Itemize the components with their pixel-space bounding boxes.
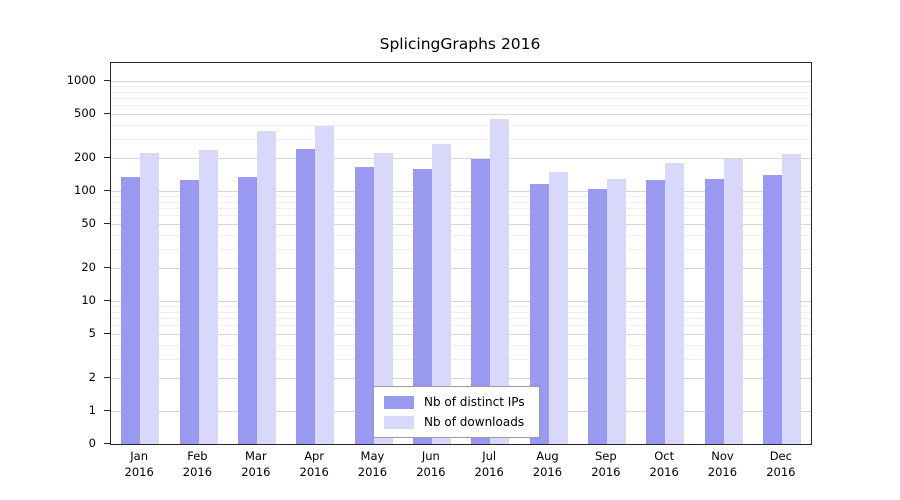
y-tick-mark: [104, 190, 110, 191]
bar-distinct-ips-jun: [412, 168, 432, 444]
bar-downloads-dec: [781, 154, 801, 444]
bar-distinct-ips-dec: [762, 174, 782, 444]
y-tick-label: 1: [88, 403, 96, 417]
y-tick-label: 10: [81, 293, 96, 307]
bar-downloads-may: [373, 153, 393, 444]
bar-downloads-nov: [723, 159, 743, 444]
x-tick-label-sep: Sep 2016: [591, 449, 621, 479]
gridline: [111, 318, 811, 319]
y-tick-label: 20: [81, 259, 96, 274]
gridline: [111, 105, 811, 107]
gridline: [111, 86, 811, 87]
bar-distinct-ips-apr: [296, 149, 316, 444]
gridline: [111, 224, 811, 226]
y-tick-mark: [104, 410, 110, 411]
x-tick-label-nov: Nov 2016: [707, 449, 738, 479]
gridline: [111, 334, 811, 336]
y-tick-label: 50: [81, 216, 96, 231]
x-tick-label-aug: Aug 2016: [532, 449, 563, 479]
gridline: [111, 377, 811, 379]
gridline: [111, 267, 811, 269]
gridline: [111, 215, 811, 217]
bar-downloads-jul: [490, 119, 510, 444]
gridline: [111, 98, 811, 99]
plot-area: Nb of distinct IPs Nb of downloads: [110, 62, 812, 445]
bar-downloads-jan: [140, 153, 160, 444]
x-tick-label-jun: Jun 2016: [416, 449, 446, 479]
legend-label-downloads: Nb of downloads: [424, 415, 525, 429]
gridline: [111, 157, 811, 159]
gridline: [111, 325, 811, 327]
gridline: [111, 191, 811, 192]
y-tick-mark: [104, 333, 110, 335]
y-tick-mark: [104, 113, 110, 115]
bar-distinct-ips-jul: [471, 159, 491, 444]
bar-downloads-apr: [315, 126, 335, 444]
gridline: [111, 234, 811, 236]
y-tick-label: 1000: [66, 73, 96, 87]
legend-swatch-distinct-ips: [384, 395, 414, 409]
gridline: [111, 248, 811, 250]
gridline: [111, 208, 811, 209]
y-tick-label: 100: [74, 183, 96, 197]
y-tick-mark: [104, 156, 110, 158]
bar-distinct-ips-nov: [704, 178, 724, 444]
x-tick-label-feb: Feb 2016: [182, 449, 213, 479]
bar-distinct-ips-may: [354, 167, 374, 444]
gridline: [111, 91, 811, 93]
bar-distinct-ips-mar: [237, 176, 257, 444]
bar-distinct-ips-feb: [179, 180, 199, 444]
gridline: [111, 344, 811, 346]
bar-distinct-ips-sep: [587, 188, 607, 444]
gridline: [111, 301, 811, 302]
x-tick-label-dec: Dec 2016: [766, 449, 796, 479]
x-tick-label-mar: Mar 2016: [241, 449, 271, 479]
legend: Nb of distinct IPs Nb of downloads: [373, 386, 540, 438]
y-tick-mark: [104, 223, 110, 225]
legend-item-distinct-ips: Nb of distinct IPs: [384, 395, 525, 409]
gridline: [111, 358, 811, 360]
bar-downloads-feb: [198, 150, 218, 444]
bar-downloads-aug: [548, 171, 568, 444]
bar-downloads-mar: [256, 131, 276, 444]
x-tick-label-jan: Jan 2016: [124, 449, 154, 479]
chart-title: SplicingGraphs 2016: [379, 35, 541, 53]
y-tick-label: 5: [88, 326, 96, 341]
y-tick-label: 200: [74, 149, 96, 164]
gridline: [111, 114, 811, 116]
bar-downloads-oct: [665, 162, 685, 444]
x-tick-label-jul: Jul 2016: [474, 449, 504, 479]
gridline: [111, 81, 811, 82]
bar-distinct-ips-oct: [646, 180, 666, 444]
bar-downloads-sep: [606, 178, 626, 444]
y-tick-mark: [104, 443, 110, 444]
gridline: [111, 124, 811, 126]
gridline: [111, 306, 811, 307]
legend-label-distinct-ips: Nb of distinct IPs: [424, 395, 525, 409]
y-tick-mark: [104, 266, 110, 268]
gridline: [111, 196, 811, 197]
bar-distinct-ips-jan: [121, 176, 141, 444]
y-tick-label: 500: [74, 106, 96, 121]
y-tick-mark: [104, 376, 110, 378]
legend-item-downloads: Nb of downloads: [384, 415, 525, 429]
y-tick-label: 2: [88, 369, 96, 384]
bar-distinct-ips-aug: [529, 184, 549, 444]
y-tick-mark: [104, 80, 110, 81]
legend-swatch-downloads: [384, 415, 414, 429]
gridline: [111, 201, 811, 203]
x-tick-label-may: May 2016: [357, 449, 388, 479]
y-tick-mark: [104, 300, 110, 301]
gridline: [111, 311, 811, 313]
gridline: [111, 138, 811, 140]
x-tick-label-oct: Oct 2016: [649, 449, 679, 479]
bar-downloads-jun: [431, 144, 451, 444]
y-tick-label: 0: [88, 436, 96, 450]
x-tick-label-apr: Apr 2016: [299, 449, 329, 479]
